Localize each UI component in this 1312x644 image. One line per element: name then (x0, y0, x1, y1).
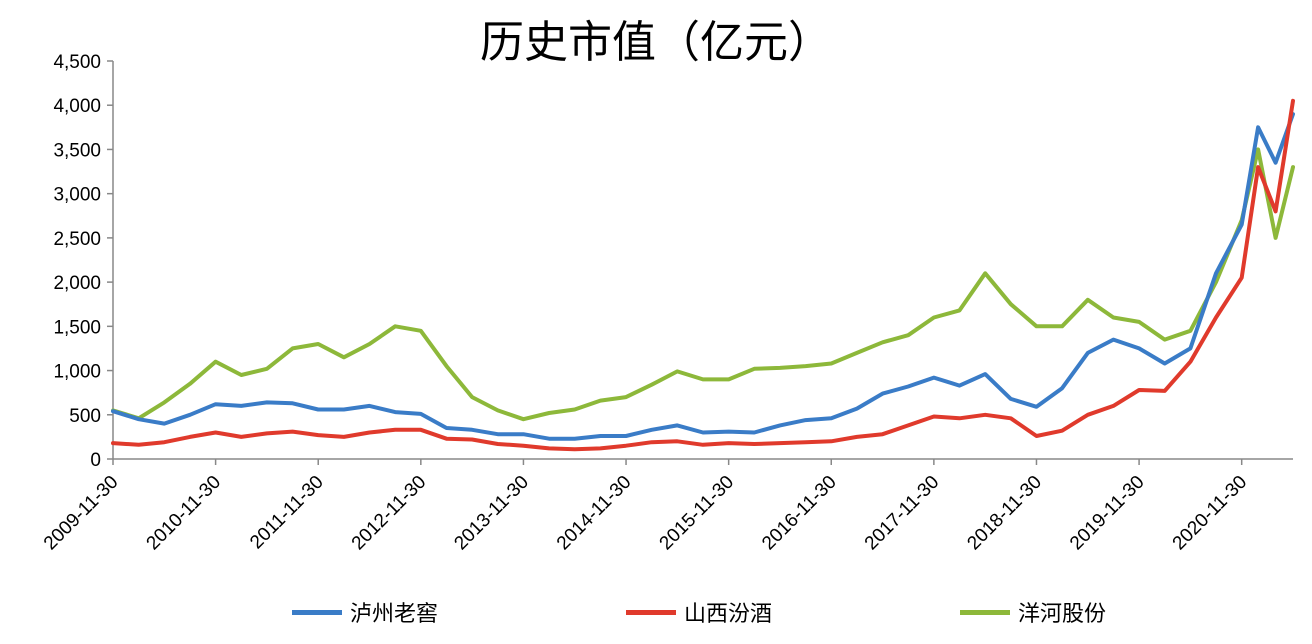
x-tick-label: 2020-11-30 (1169, 472, 1252, 555)
x-tick-label: 2018-11-30 (963, 472, 1046, 555)
x-tick-label: 2015-11-30 (656, 472, 739, 555)
x-tick-label: 2017-11-30 (861, 472, 944, 555)
x-axis: 2009-11-30 2010-11-30 2011-11-30 2012-11-30… (40, 458, 1293, 555)
x-tick-label: 2010-11-30 (143, 472, 226, 555)
series-line-0 (111, 112, 1295, 441)
y-tick-label: 3,500 (53, 140, 101, 161)
legend-label-luzhou: 泸州老窖 (350, 602, 439, 627)
y-tick-label: 4,500 (53, 52, 101, 73)
legend-item-fenjiu: 山西汾酒 (626, 596, 772, 628)
legend-item-luzhou: 泸州老窖 (292, 596, 438, 628)
y-tick-label: 2,000 (53, 273, 101, 294)
y-axis: 0 500 1,000 1,500 2,000 2,500 3,000 3,500 4,000 4… (53, 52, 114, 471)
y-tick-label: 500 (69, 406, 101, 427)
y-tick-label: 2,500 (53, 229, 101, 250)
y-tick-label: 1,500 (53, 317, 101, 338)
x-tick-label: 2016-11-30 (758, 472, 841, 555)
x-tick-label: 2009-11-30 (40, 472, 123, 555)
x-tick-label: 2012-11-30 (348, 472, 431, 555)
legend: 泸州老窖 山西汾酒 洋河股份 (0, 596, 1312, 636)
y-tick-label: 1,000 (53, 362, 101, 383)
y-tick-label: 3,000 (53, 185, 101, 206)
chart-title: 历史市值（亿元） (480, 17, 832, 68)
legend-swatch-yanghe (960, 609, 1010, 615)
x-tick-label: 2013-11-30 (450, 472, 533, 555)
series-layer (111, 98, 1295, 452)
series-line-2 (111, 147, 1295, 422)
legend-swatch-luzhou (292, 609, 342, 615)
x-tick-label: 2011-11-30 (246, 472, 328, 554)
y-tick-label: 0 (90, 450, 101, 471)
legend-label-yanghe: 洋河股份 (1018, 602, 1107, 627)
legend-label-fenjiu: 山西汾酒 (684, 602, 773, 627)
legend-item-yanghe: 洋河股份 (960, 596, 1106, 628)
x-tick-label: 2019-11-30 (1066, 472, 1149, 555)
series-line-1 (111, 98, 1295, 452)
y-tick-label: 4,000 (53, 96, 101, 117)
legend-swatch-fenjiu (626, 609, 676, 615)
x-tick-label: 2014-11-30 (553, 472, 636, 555)
